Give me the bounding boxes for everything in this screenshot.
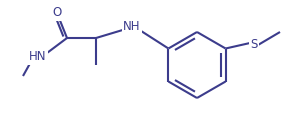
Text: NH: NH xyxy=(123,20,141,34)
Text: S: S xyxy=(250,37,258,51)
Text: O: O xyxy=(52,6,61,20)
Text: HN: HN xyxy=(29,51,47,63)
